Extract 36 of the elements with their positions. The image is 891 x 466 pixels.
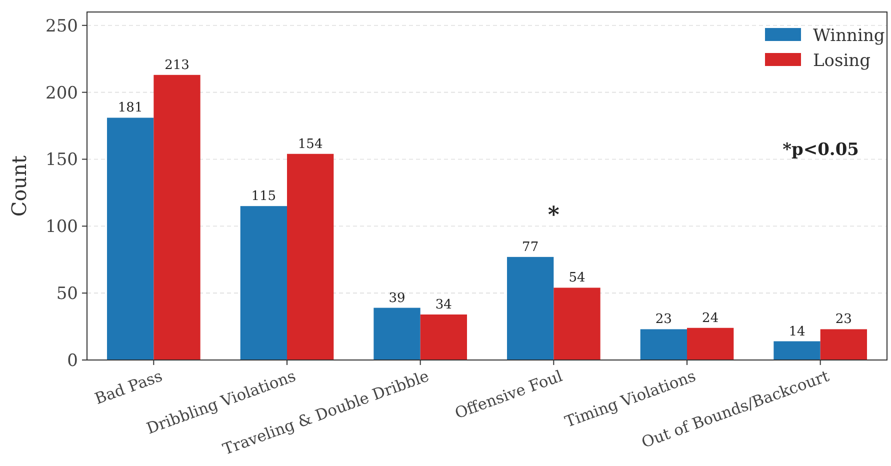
bar (420, 314, 467, 360)
y-axis-title: Count (7, 155, 31, 217)
data-label: 213 (164, 58, 190, 73)
bar (107, 118, 154, 360)
y-tick-label: 100 (46, 217, 78, 238)
data-label: 115 (251, 189, 276, 204)
y-tick-label: 150 (46, 150, 78, 170)
data-label: 54 (568, 270, 586, 286)
bar (554, 288, 600, 360)
x-tick-label: Bad Pass (92, 367, 165, 408)
bar (820, 329, 867, 360)
bar (240, 206, 287, 360)
data-label: 14 (788, 324, 806, 340)
bar (774, 341, 820, 360)
bar (287, 154, 334, 360)
annotation: * (548, 202, 560, 228)
data-label: 154 (298, 136, 323, 152)
bar (374, 308, 420, 360)
data-label: 24 (702, 310, 719, 326)
data-label: 34 (435, 297, 452, 312)
y-tick-label: 0 (67, 350, 78, 371)
y-tick-label: 250 (46, 16, 78, 36)
data-label: 77 (522, 240, 539, 255)
y-tick-label: 50 (56, 284, 78, 304)
annotation: *p<0.05 (782, 140, 859, 160)
legend-label: Losing (813, 50, 871, 71)
data-label: 181 (118, 100, 143, 116)
data-label: 39 (388, 290, 406, 306)
bar (687, 328, 734, 360)
data-label: 23 (655, 312, 672, 328)
y-tick-label: 200 (46, 83, 78, 104)
bar (640, 329, 687, 360)
data-label: 23 (835, 312, 852, 328)
legend-label: Winning (813, 26, 885, 46)
bar (154, 74, 200, 360)
bar (507, 256, 554, 360)
